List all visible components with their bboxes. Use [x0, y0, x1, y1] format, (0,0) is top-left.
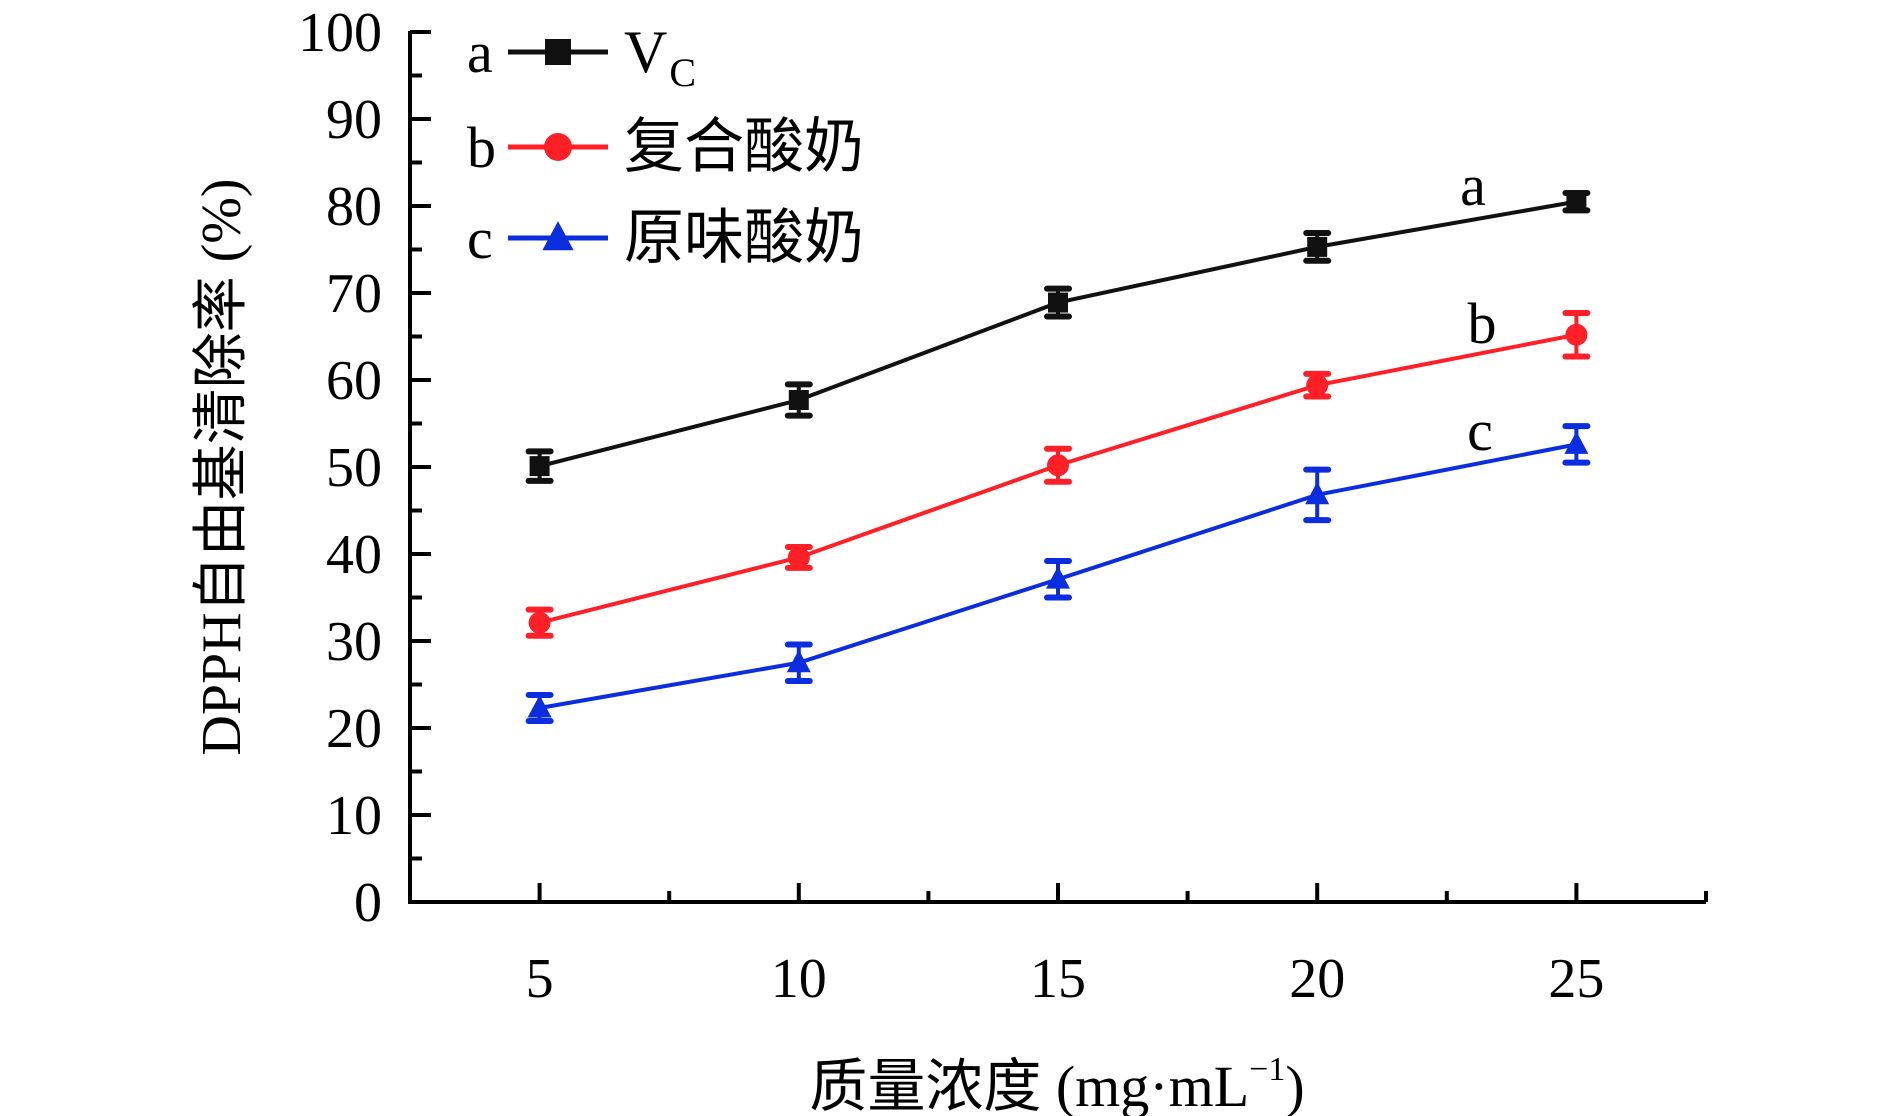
y-tick-label: 20	[326, 698, 382, 760]
y-tick-label: 30	[326, 611, 382, 673]
series-c	[525, 423, 1591, 725]
data-point-triangle	[1305, 481, 1330, 505]
y-tick-label: 90	[326, 89, 382, 151]
legend-marker-circle	[544, 133, 572, 161]
y-tick-label: 60	[326, 350, 382, 412]
series-layer	[525, 189, 1591, 725]
legend-marker-square	[545, 39, 571, 65]
series-a	[525, 189, 1591, 484]
data-point-square	[788, 390, 809, 411]
data-point-triangle	[786, 649, 811, 673]
data-point-circle	[528, 611, 551, 634]
data-point-circle	[1047, 454, 1069, 477]
legend-letter: b	[467, 115, 496, 180]
x-axis-title-main: 质量浓度 (mg·mL	[809, 1054, 1249, 1116]
x-ticks: 5 10 15 20 25	[526, 883, 1708, 1010]
y-ticks: 0 10 20 30 40 50 60 70 80 90 100	[298, 2, 431, 934]
y-tick-label: 50	[326, 437, 382, 499]
data-point-circle	[787, 546, 810, 569]
legend-item-c: c 原味酸奶	[467, 205, 864, 271]
x-tick-label: 25	[1548, 948, 1604, 1010]
x-tick-label: 5	[526, 948, 554, 1010]
data-point-square	[1307, 236, 1328, 257]
legend-label-main: 原味酸奶	[624, 205, 864, 271]
y-axis-title: DPPH自由基清除率 (%)	[191, 178, 253, 755]
curve-label-a: a	[1460, 153, 1486, 218]
data-point-triangle	[527, 694, 552, 718]
legend-label-main: 复合酸奶	[624, 114, 864, 180]
x-axis-title-close: )	[1285, 1054, 1304, 1116]
curve-label-b: b	[1468, 291, 1497, 356]
data-point-circle	[1565, 323, 1588, 346]
legend-label-subscript: C	[669, 50, 696, 95]
data-point-square	[529, 456, 550, 477]
legend-letter: a	[467, 20, 493, 85]
y-tick-label: 100	[298, 2, 382, 64]
data-point-triangle	[1046, 566, 1070, 589]
legend-item-b: b 复合酸奶	[467, 114, 864, 180]
legend-label-main: V	[624, 19, 667, 85]
legend-marker-triangle	[542, 221, 574, 251]
legend-label: VC	[624, 19, 696, 95]
legend-label: 复合酸奶	[624, 114, 864, 180]
legend-letter: c	[467, 206, 493, 271]
data-point-square	[1566, 191, 1587, 212]
y-tick-label: 0	[354, 872, 382, 934]
legend-label: 原味酸奶	[624, 205, 864, 271]
series-b	[525, 310, 1591, 639]
x-tick-label: 20	[1289, 948, 1345, 1010]
data-point-circle	[1306, 374, 1329, 397]
y-tick-label: 40	[326, 524, 382, 586]
x-tick-label: 15	[1030, 948, 1086, 1010]
curve-label-c: c	[1467, 398, 1493, 463]
data-point-triangle	[1564, 431, 1589, 454]
x-axis-title: 质量浓度 (mg·mL−1)	[809, 1051, 1304, 1116]
annotations: a bc	[1460, 153, 1496, 463]
x-axis-title-superscript: −1	[1249, 1051, 1285, 1088]
x-tick-label: 10	[771, 948, 827, 1010]
y-tick-label: 10	[326, 785, 382, 847]
y-tick-label: 80	[326, 176, 382, 238]
legend-item-a: a VC	[467, 19, 696, 95]
data-point-square	[1048, 292, 1068, 313]
y-tick-label: 70	[326, 263, 382, 325]
